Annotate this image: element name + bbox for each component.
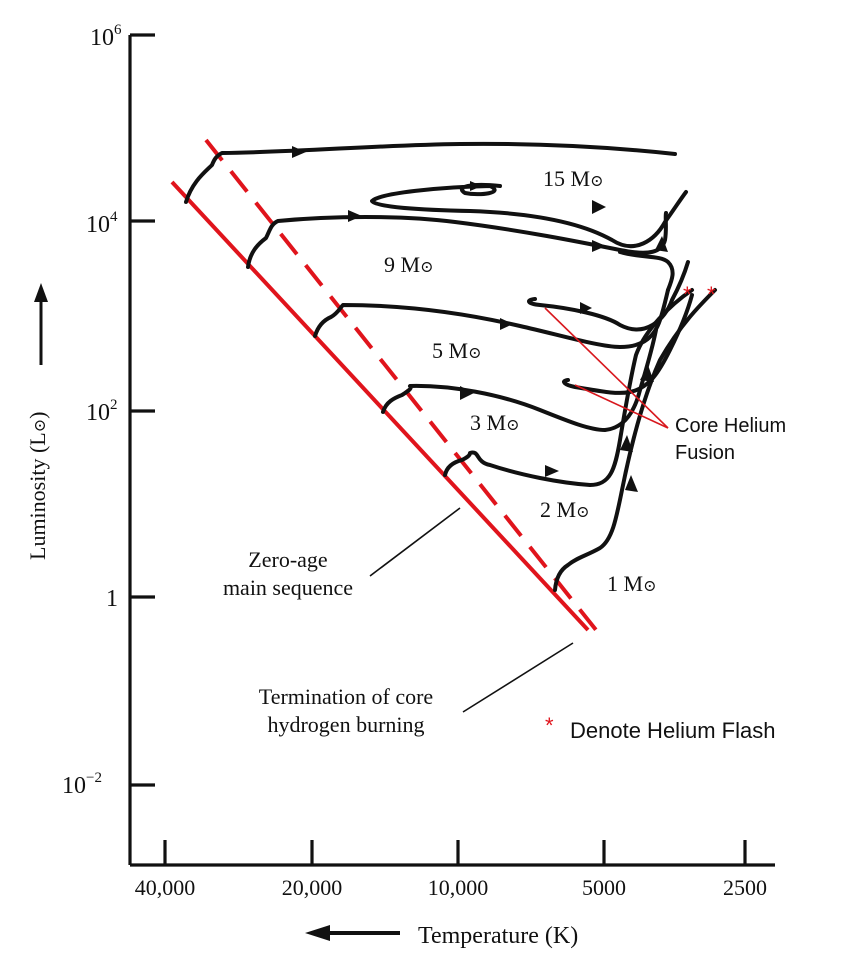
up-arrow-icon (34, 283, 48, 302)
track-9-msun-tail (618, 250, 675, 292)
svg-text:Fusion: Fusion (675, 442, 735, 464)
reference-lines (170, 138, 606, 642)
label-3-msun: 3 M⊙ (470, 410, 519, 435)
helium-flash-marker: * (683, 282, 692, 307)
label-5-msun: 5 M⊙ (432, 338, 481, 363)
arrow-icon (620, 435, 633, 452)
helium-fusion-leader (574, 384, 669, 429)
svg-text:main sequence: main sequence (223, 575, 353, 600)
arrow-icon (580, 302, 592, 314)
y-axis-title: Luminosity (L⊙) (25, 283, 50, 560)
arrow-icon (292, 146, 306, 158)
x-tick-label-2500: 2500 (723, 875, 767, 900)
svg-text:Temperature (K): Temperature (K) (418, 923, 578, 949)
y-tick-label-1: 1 (106, 586, 118, 612)
left-arrow-icon (305, 925, 330, 941)
arrow-icon (500, 318, 513, 330)
track-5-msun-loop (527, 260, 690, 332)
arrow-icon (592, 240, 606, 252)
zero-age-main-sequence-line (170, 180, 590, 632)
label-2-msun: 2 M⊙ (540, 497, 589, 522)
termination-annotation: Termination of core hydrogen burning (259, 642, 574, 737)
y-ticks (130, 33, 155, 787)
label-1-msun: 1 M⊙ (607, 571, 656, 596)
y-tick-label-1e2: 102 (86, 397, 118, 426)
x-ticks (163, 840, 747, 865)
svg-text:hydrogen burning: hydrogen burning (267, 712, 424, 737)
label-9-msun: 9 M⊙ (384, 252, 433, 277)
track-15-msun-loop (370, 182, 688, 248)
arrow-icon (460, 386, 474, 400)
x-tick-label-10000: 10,000 (428, 875, 489, 900)
termination-leader (462, 642, 574, 713)
core-hydrogen-termination-line (204, 138, 606, 642)
mass-labels: 15 M⊙ 9 M⊙ 5 M⊙ 3 M⊙ 2 M⊙ 1 M⊙ (384, 166, 656, 596)
arrow-icon (592, 200, 606, 214)
x-tick-label-40000: 40,000 (135, 875, 196, 900)
legend-marker: * (545, 713, 554, 738)
svg-text:Core Helium: Core Helium (675, 415, 786, 437)
y-tick-label-1e4: 104 (86, 209, 118, 238)
evolutionary-tracks (184, 141, 717, 592)
svg-text:Luminosity (L⊙): Luminosity (L⊙) (25, 412, 50, 560)
track-5-msun (313, 288, 670, 349)
svg-text:Zero-age: Zero-age (248, 547, 327, 572)
y-tick-label-1e6: 106 (90, 22, 122, 51)
arrow-icon (470, 181, 482, 191)
legend-text: Denote Helium Flash (570, 718, 775, 743)
helium-flash-legend: * Denote Helium Flash (545, 713, 775, 743)
track-9-msun (246, 211, 668, 269)
x-tick-label-5000: 5000 (582, 875, 626, 900)
zams-annotation: Zero-age main sequence (223, 507, 461, 600)
axes: 106 104 102 1 10−2 40,000 20,000 10,000 … (25, 22, 775, 949)
helium-flash-markers: * * (683, 282, 716, 307)
label-15-msun: 15 M⊙ (543, 166, 603, 191)
arrow-icon (640, 365, 654, 382)
y-tick-label-1e-2: 10−2 (62, 770, 102, 799)
arrow-icon (545, 465, 559, 477)
track-2-msun (443, 288, 694, 487)
arrow-icon (348, 210, 362, 222)
x-axis-title: Temperature (K) (305, 923, 578, 949)
helium-fusion-leader (544, 307, 669, 429)
track-15-msun (184, 141, 677, 204)
arrow-icon (625, 475, 638, 492)
track-1-msun (553, 288, 717, 592)
track-arrowheads (292, 146, 668, 492)
zams-leader (369, 507, 461, 577)
helium-flash-marker: * (707, 282, 716, 307)
core-helium-fusion-annotation: Core Helium Fusion (544, 307, 786, 464)
svg-text:Termination of core: Termination of core (259, 684, 433, 709)
arrow-icon (655, 236, 668, 252)
x-tick-label-20000: 20,000 (282, 875, 343, 900)
